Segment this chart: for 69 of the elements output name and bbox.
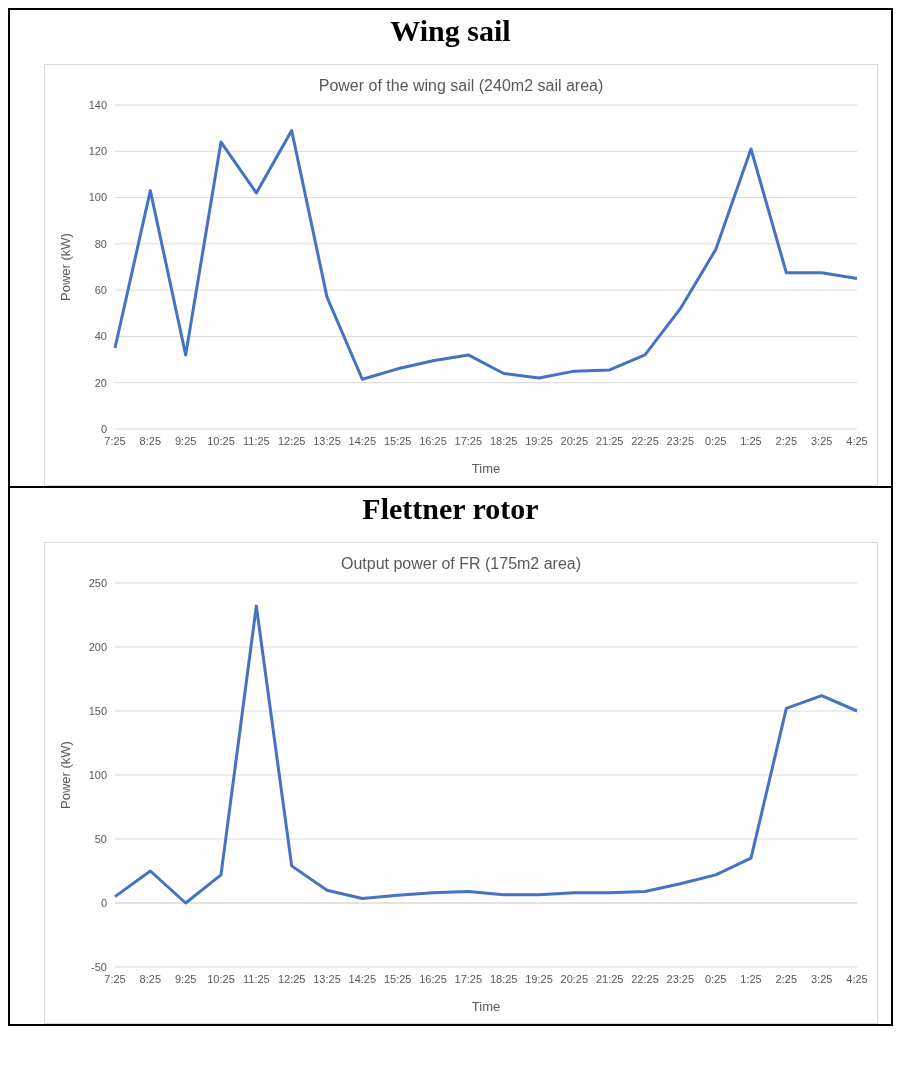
x-tick-label: 21:25	[595, 434, 624, 447]
x-tick-label: 3:25	[810, 972, 833, 985]
chart-title: Flettner rotor	[361, 492, 540, 527]
x-tick-label: 22:25	[631, 972, 659, 985]
x-tick-label: 3:25	[810, 434, 833, 447]
x-tick-label: 22:25	[631, 434, 659, 447]
x-tick-label: 18:25	[489, 434, 518, 447]
x-tick-label: 12:25	[277, 972, 306, 985]
y-tick-label: 150	[88, 704, 107, 717]
x-tick-label: 4:25	[846, 434, 868, 447]
x-tick-label: 0:25	[704, 972, 727, 985]
y-tick-label: 40	[94, 330, 107, 343]
x-tick-label: 4:25	[846, 972, 868, 985]
x-tick-label: 17:25	[454, 972, 483, 985]
y-tick-label: 60	[94, 284, 107, 297]
y-tick-label: 0	[100, 896, 107, 909]
x-tick-label: 14:25	[348, 434, 377, 447]
y-tick-label: 50	[94, 832, 107, 845]
x-tick-label: 10:25	[207, 972, 235, 985]
x-tick-label: 16:25	[419, 972, 447, 985]
y-tick-label: 200	[88, 640, 107, 653]
y-tick-label: 0	[100, 422, 107, 435]
x-tick-label: 9:25	[174, 972, 197, 985]
chart-subtitle: Power of the wing sail (240m2 sail area)	[317, 77, 605, 95]
x-tick-label: 13:25	[313, 434, 341, 447]
line-series	[113, 128, 859, 381]
y-tick-label: -50	[91, 960, 107, 973]
x-tick-label: 15:25	[383, 972, 412, 985]
x-axis-title: Time	[471, 461, 501, 476]
y-tick-label: 140	[88, 98, 107, 111]
y-tick-label: 80	[94, 237, 107, 250]
y-axis-title: Power (kW)	[57, 233, 73, 301]
x-tick-label: 11:25	[242, 434, 270, 447]
x-tick-label: 17:25	[454, 434, 483, 447]
x-tick-label: 16:25	[419, 434, 447, 447]
x-tick-label: 0:25	[704, 434, 727, 447]
x-tick-label: 19:25	[525, 434, 553, 447]
x-tick-label: 1:25	[740, 434, 762, 447]
y-tick-label: 100	[88, 191, 107, 204]
y-tick-label: 250	[88, 576, 107, 589]
x-tick-label: 15:25	[383, 434, 412, 447]
x-tick-label: 19:25	[525, 972, 553, 985]
y-tick-label: 120	[88, 145, 107, 158]
x-axis-title: Time	[471, 999, 501, 1014]
x-tick-label: 9:25	[174, 434, 197, 447]
x-tick-label: 12:25	[277, 434, 306, 447]
x-tick-label: 2:25	[775, 972, 798, 985]
chart-title: Wing sail	[389, 14, 512, 49]
line-series	[113, 604, 859, 905]
y-axis-title: Power (kW)	[57, 741, 73, 809]
x-tick-label: 18:25	[489, 972, 518, 985]
x-tick-label: 7:25	[104, 434, 126, 447]
y-tick-label: 100	[88, 768, 107, 781]
x-tick-label: 23:25	[666, 972, 695, 985]
x-tick-label: 8:25	[139, 434, 162, 447]
x-tick-label: 20:25	[560, 434, 589, 447]
x-tick-label: 7:25	[104, 972, 126, 985]
y-tick-label: 20	[94, 376, 107, 389]
x-tick-label: 13:25	[313, 972, 341, 985]
x-tick-label: 23:25	[666, 434, 695, 447]
x-tick-label: 11:25	[242, 972, 270, 985]
x-tick-label: 21:25	[595, 972, 624, 985]
x-tick-label: 20:25	[560, 972, 589, 985]
x-tick-label: 1:25	[740, 972, 762, 985]
x-tick-label: 8:25	[139, 972, 162, 985]
x-tick-label: 14:25	[348, 972, 377, 985]
x-tick-label: 10:25	[207, 434, 235, 447]
chart-subtitle: Output power of FR (175m2 area)	[339, 555, 583, 573]
x-tick-label: 2:25	[775, 434, 798, 447]
